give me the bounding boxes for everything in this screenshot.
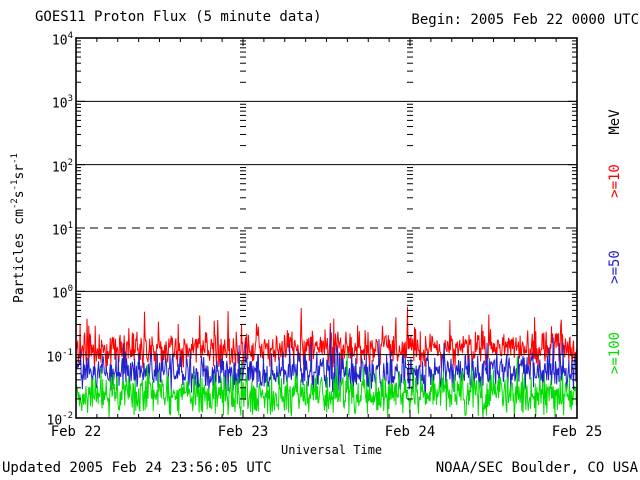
y-tick-label-1e0: 100 (51, 284, 73, 302)
series-trace-50mev (76, 329, 577, 394)
y-tick-label-1e-1: 10-1 (46, 347, 74, 365)
threshold-label-100mev: >=100 (607, 331, 623, 375)
begin-timestamp: Begin: 2005 Feb 22 0000 UTC (411, 12, 639, 28)
x-axis-title: Universal Time (281, 443, 383, 457)
axis-ticks (75, 37, 578, 419)
y-tick-label-1e4: 104 (51, 31, 73, 49)
x-tick-label-feb-23: Feb 23 (217, 424, 269, 440)
updated-timestamp: Updated 2005 Feb 24 23:56:05 UTC (2, 460, 272, 476)
series-trace-100mev (76, 351, 577, 418)
source-attribution: NOAA/SEC Boulder, CO USA (435, 460, 638, 476)
y-tick-label-1e3: 103 (51, 94, 73, 112)
mev-unit-label: MeV (607, 109, 623, 135)
y-tick-label-1e-2: 10-2 (46, 411, 74, 429)
threshold-label-50mev: >=50 (607, 250, 623, 284)
x-tick-label-feb-25: Feb 25 (551, 424, 603, 440)
y-tick-label-1e1: 101 (51, 221, 73, 239)
x-tick-label-feb-24: Feb 24 (384, 424, 436, 440)
x-tick-label-feb-22: Feb 22 (50, 424, 102, 440)
day-boundary-markers (240, 40, 413, 400)
data-series-layer (76, 306, 577, 418)
threshold-label-10mev: >=10 (607, 164, 623, 198)
chart-title: GOES11 Proton Flux (5 minute data) (35, 9, 322, 25)
y-tick-label-1e2: 102 (51, 157, 73, 175)
series-trace-10mev (76, 306, 577, 371)
